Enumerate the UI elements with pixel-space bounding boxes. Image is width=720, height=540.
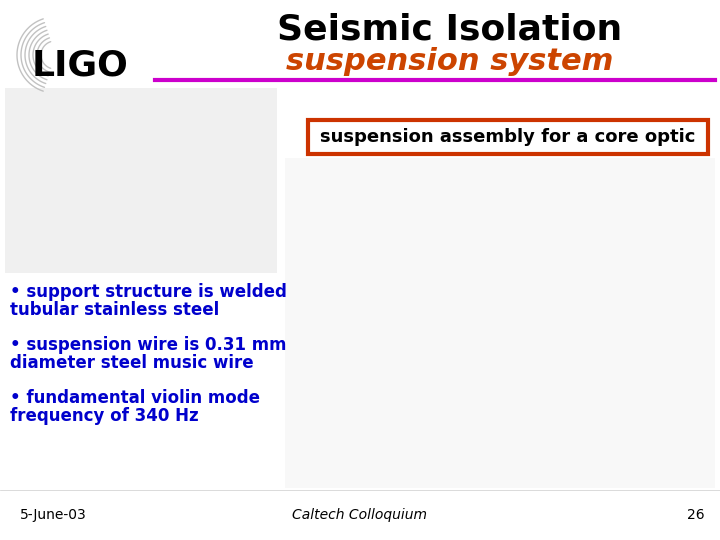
Text: diameter steel music wire: diameter steel music wire — [10, 354, 253, 372]
Text: Seismic Isolation: Seismic Isolation — [277, 13, 623, 47]
Text: • fundamental violin mode: • fundamental violin mode — [10, 389, 260, 407]
Text: • support structure is welded: • support structure is welded — [10, 283, 287, 301]
Text: frequency of 340 Hz: frequency of 340 Hz — [10, 407, 199, 425]
Text: LIGO: LIGO — [32, 48, 128, 82]
Text: Caltech Colloquium: Caltech Colloquium — [292, 508, 428, 522]
Bar — [308, 120, 708, 154]
Text: tubular stainless steel: tubular stainless steel — [10, 301, 220, 319]
Bar — [5, 88, 277, 273]
Text: 26: 26 — [688, 508, 705, 522]
Text: 5-June-03: 5-June-03 — [20, 508, 86, 522]
Text: suspension system: suspension system — [287, 48, 613, 77]
Bar — [285, 158, 715, 488]
Text: suspension assembly for a core optic: suspension assembly for a core optic — [320, 128, 696, 146]
Text: • suspension wire is 0.31 mm: • suspension wire is 0.31 mm — [10, 336, 287, 354]
